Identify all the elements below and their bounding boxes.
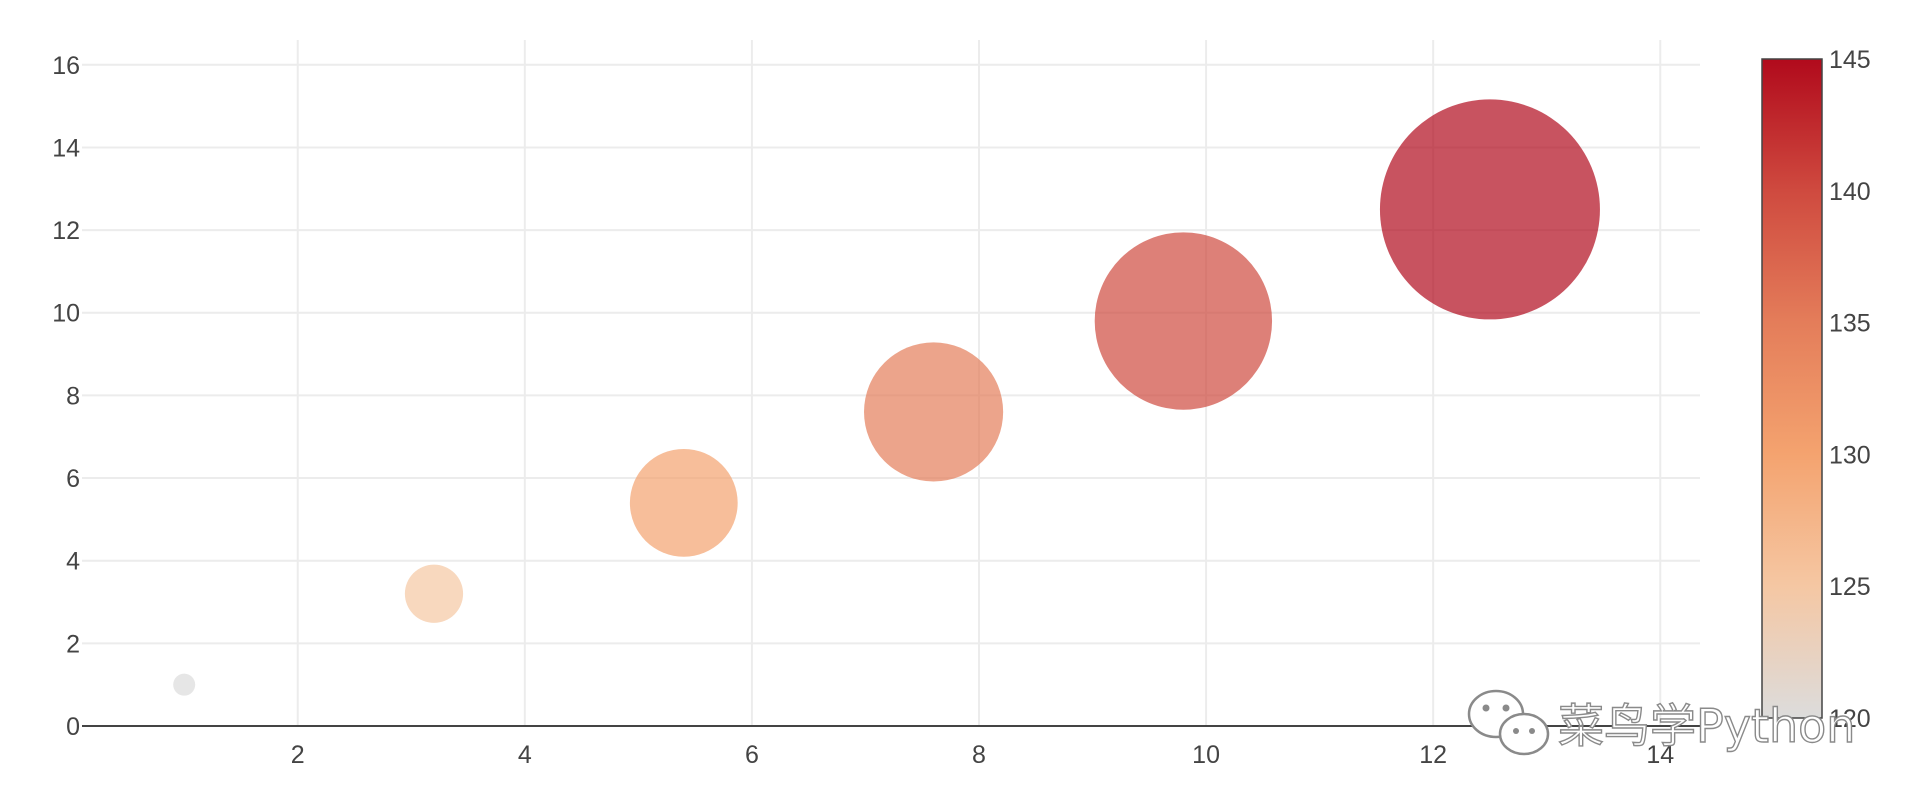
bubble-point <box>864 342 1004 482</box>
colorbar-tick-label: 140 <box>1829 178 1871 206</box>
bubble-point <box>1379 99 1600 320</box>
x-tick-label: 10 <box>1192 741 1220 769</box>
y-tick-label: 10 <box>52 300 80 328</box>
colorbar-tick-label: 120 <box>1829 705 1871 733</box>
x-tick-label: 8 <box>972 741 986 769</box>
colorbar-tick-label: 125 <box>1829 573 1871 601</box>
x-tick-label: 4 <box>518 741 532 769</box>
colorbar-tick-label: 130 <box>1829 441 1871 469</box>
markers <box>173 99 1600 696</box>
bubble-point <box>1094 232 1273 410</box>
y-tick-label: 16 <box>52 52 80 80</box>
bubble-point <box>173 673 196 696</box>
y-tick-label: 4 <box>66 548 80 576</box>
axes: 2 4 6 8 10 12 14 0 2 4 6 8 10 12 14 16 <box>52 52 1700 769</box>
wechat-icon <box>1467 689 1550 756</box>
x-tick-label: 2 <box>291 741 305 769</box>
y-tick-label: 6 <box>66 465 80 493</box>
colorbar: 120 125 130 135 140 145 <box>1761 46 1871 733</box>
y-tick-label: 8 <box>66 382 80 410</box>
x-tick-label: 14 <box>1646 741 1674 769</box>
y-tick-label: 0 <box>66 713 80 741</box>
watermark: 菜鸟学Python <box>1467 689 1856 756</box>
bubble-point <box>404 564 464 623</box>
y-tick-label: 14 <box>52 134 80 162</box>
colorbar-gradient <box>1761 58 1823 719</box>
y-tick-label: 2 <box>66 630 80 658</box>
colorbar-tick-label: 145 <box>1829 46 1871 74</box>
bubble-point <box>629 448 738 557</box>
y-tick-label: 12 <box>52 217 80 245</box>
colorbar-tick-label: 135 <box>1829 310 1871 338</box>
x-tick-label: 6 <box>745 741 759 769</box>
x-tick-label: 12 <box>1419 741 1447 769</box>
watermark-text: 菜鸟学Python <box>1558 699 1855 753</box>
